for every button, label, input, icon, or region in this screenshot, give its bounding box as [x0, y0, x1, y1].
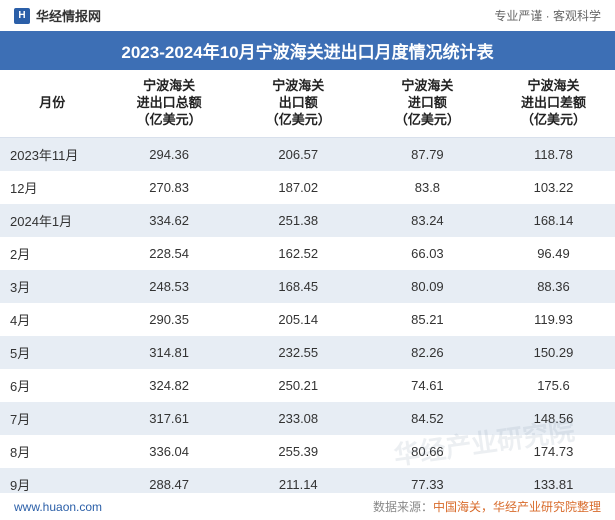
- footer-url: www.huaon.com: [14, 500, 102, 514]
- cell-month: 6月: [0, 369, 105, 402]
- brand-name: 华经情报网: [36, 6, 101, 25]
- cell-value: 248.53: [105, 270, 234, 303]
- table-row: 5月314.81232.5582.26150.29: [0, 336, 615, 369]
- cell-value: 83.24: [363, 204, 492, 237]
- footer-source: 数据来源：中国海关，华经产业研究院整理: [373, 498, 601, 515]
- col-total: 宁波海关进出口总额（亿美元）: [105, 70, 234, 137]
- cell-value: 133.81: [492, 468, 615, 493]
- cell-value: 82.26: [363, 336, 492, 369]
- cell-value: 162.52: [234, 237, 363, 270]
- col-month: 月份: [0, 70, 105, 137]
- col-balance: 宁波海关进出口差额（亿美元）: [492, 70, 615, 137]
- cell-value: 336.04: [105, 435, 234, 468]
- cell-value: 290.35: [105, 303, 234, 336]
- table-header-row: 月份 宁波海关进出口总额（亿美元） 宁波海关出口额（亿美元） 宁波海关进口额（亿…: [0, 70, 615, 137]
- cell-value: 175.6: [492, 369, 615, 402]
- cell-month: 2024年1月: [0, 204, 105, 237]
- cell-value: 206.57: [234, 137, 363, 171]
- table-row: 9月288.47211.1477.33133.81: [0, 468, 615, 493]
- cell-value: 334.62: [105, 204, 234, 237]
- cell-month: 5月: [0, 336, 105, 369]
- cell-value: 324.82: [105, 369, 234, 402]
- cell-value: 251.38: [234, 204, 363, 237]
- footer-bar: www.huaon.com 数据来源：中国海关，华经产业研究院整理: [0, 493, 615, 520]
- table-row: 4月290.35205.1485.21119.93: [0, 303, 615, 336]
- cell-value: 85.21: [363, 303, 492, 336]
- table-row: 2024年1月334.62251.3883.24168.14: [0, 204, 615, 237]
- cell-value: 150.29: [492, 336, 615, 369]
- table-row: 3月248.53168.4580.0988.36: [0, 270, 615, 303]
- cell-value: 66.03: [363, 237, 492, 270]
- cell-month: 2月: [0, 237, 105, 270]
- cell-value: 174.73: [492, 435, 615, 468]
- cell-value: 255.39: [234, 435, 363, 468]
- cell-month: 8月: [0, 435, 105, 468]
- table-body: 2023年11月294.36206.5787.79118.7812月270.83…: [0, 137, 615, 493]
- table-title: 2023-2024年10月宁波海关进出口月度情况统计表: [0, 31, 615, 70]
- cell-value: 317.61: [105, 402, 234, 435]
- cell-value: 119.93: [492, 303, 615, 336]
- cell-value: 187.02: [234, 171, 363, 204]
- source-label: 数据来源：: [373, 500, 433, 514]
- cell-value: 87.79: [363, 137, 492, 171]
- col-import: 宁波海关进口额（亿美元）: [363, 70, 492, 137]
- cell-value: 77.33: [363, 468, 492, 493]
- cell-value: 96.49: [492, 237, 615, 270]
- cell-value: 103.22: [492, 171, 615, 204]
- col-export: 宁波海关出口额（亿美元）: [234, 70, 363, 137]
- cell-value: 83.8: [363, 171, 492, 204]
- table-row: 7月317.61233.0884.52148.56: [0, 402, 615, 435]
- cell-value: 270.83: [105, 171, 234, 204]
- header-bar: H 华经情报网 专业严谨 · 客观科学: [0, 0, 615, 31]
- table-row: 12月270.83187.0283.8103.22: [0, 171, 615, 204]
- cell-value: 211.14: [234, 468, 363, 493]
- brand: H 华经情报网: [14, 6, 101, 25]
- cell-value: 294.36: [105, 137, 234, 171]
- cell-value: 228.54: [105, 237, 234, 270]
- cell-value: 168.45: [234, 270, 363, 303]
- cell-value: 118.78: [492, 137, 615, 171]
- cell-month: 9月: [0, 468, 105, 493]
- cell-value: 288.47: [105, 468, 234, 493]
- cell-month: 7月: [0, 402, 105, 435]
- cell-value: 88.36: [492, 270, 615, 303]
- cell-value: 80.09: [363, 270, 492, 303]
- brand-icon: H: [14, 8, 30, 24]
- cell-value: 250.21: [234, 369, 363, 402]
- cell-month: 12月: [0, 171, 105, 204]
- cell-value: 74.61: [363, 369, 492, 402]
- table-wrap: 月份 宁波海关进出口总额（亿美元） 宁波海关出口额（亿美元） 宁波海关进口额（亿…: [0, 70, 615, 493]
- tagline: 专业严谨 · 客观科学: [494, 7, 601, 24]
- table-row: 6月324.82250.2174.61175.6: [0, 369, 615, 402]
- table-row: 2月228.54162.5266.0396.49: [0, 237, 615, 270]
- cell-value: 148.56: [492, 402, 615, 435]
- data-table: 月份 宁波海关进出口总额（亿美元） 宁波海关出口额（亿美元） 宁波海关进口额（亿…: [0, 70, 615, 493]
- cell-value: 314.81: [105, 336, 234, 369]
- cell-value: 84.52: [363, 402, 492, 435]
- cell-month: 2023年11月: [0, 137, 105, 171]
- cell-value: 168.14: [492, 204, 615, 237]
- cell-month: 3月: [0, 270, 105, 303]
- cell-month: 4月: [0, 303, 105, 336]
- cell-value: 205.14: [234, 303, 363, 336]
- source-value: 中国海关，华经产业研究院整理: [433, 500, 601, 514]
- table-row: 8月336.04255.3980.66174.73: [0, 435, 615, 468]
- cell-value: 232.55: [234, 336, 363, 369]
- table-row: 2023年11月294.36206.5787.79118.78: [0, 137, 615, 171]
- cell-value: 233.08: [234, 402, 363, 435]
- cell-value: 80.66: [363, 435, 492, 468]
